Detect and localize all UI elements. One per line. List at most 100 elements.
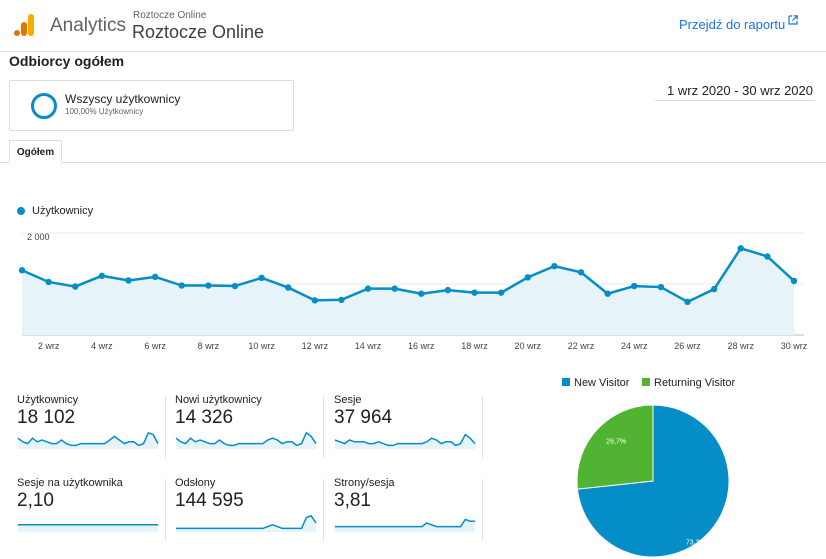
date-range-picker[interactable]: 1 wrz 2020 - 30 wrz 2020 [655,79,815,101]
chart-series-line [21,246,795,304]
chart-point[interactable] [311,297,319,304]
pie-slice-label: 26,7% [606,439,626,446]
chart-point[interactable] [551,262,558,270]
chart-point[interactable] [258,274,265,282]
chart-point[interactable] [444,286,452,294]
metric-separator [482,479,483,541]
chart-point[interactable] [72,283,79,290]
metric-sparkline [335,518,475,532]
go-to-report-link[interactable]: Przejdź do raportu [679,17,786,32]
chart-point[interactable] [684,298,691,306]
chart-point[interactable] [205,282,212,289]
chart-point[interactable] [710,285,718,293]
segment-percent: 100,00% Użytkownicy [65,107,144,116]
metric-separator [165,479,166,541]
chart-point[interactable] [524,274,531,281]
metric-separator [482,396,483,458]
x-tick-label: 24 wrz [621,341,648,351]
x-tick-label: 12 wrz [302,341,329,351]
x-tick-label: 20 wrz [515,341,542,351]
x-tick-label: 26 wrz [674,341,701,351]
segment-card[interactable]: Wszyscy użytkownicy 100,00% Użytkownicy [9,80,294,131]
chart-point[interactable] [391,285,398,292]
chart-point[interactable] [604,290,611,297]
metric-value: 144 595 [175,490,244,511]
metric-card[interactable]: Sesje na użytkownika 2,10 [17,477,167,557]
x-tick-label: 2 wrz [38,341,60,351]
x-tick-label: 4 wrz [91,341,113,351]
sparkline-line [334,433,476,447]
metric-name: Sesje na użytkownika [17,477,123,489]
chart-point[interactable] [631,282,638,290]
external-link-icon[interactable] [788,15,798,25]
metric-name: Odsłony [175,477,216,489]
x-tick-label: 14 wrz [355,341,382,351]
sparkline-fill [335,434,475,449]
page-title: Odbiorcy ogółem [9,53,125,69]
chart-point[interactable] [657,283,665,291]
metric-sparkline [176,514,317,532]
chart-point[interactable] [790,277,798,285]
pie-slice-label: 73,3% [686,539,706,546]
x-tick-label: 10 wrz [248,341,275,351]
segment-ring-icon [31,93,57,119]
chart-point[interactable] [764,253,771,260]
sparkline-line [176,514,317,530]
metric-card[interactable]: Nowi użytkownicy 14 326 [175,394,325,474]
visitor-type-pie-chart: 73,3% 26,7% [576,404,730,558]
segment-name: Wszyscy użytkownicy [65,92,181,106]
chart-point[interactable] [471,289,478,296]
x-tick-label: 8 wrz [198,341,220,351]
chart-legend-label[interactable]: Użytkownicy [32,205,94,217]
metric-name: Sesje [334,394,362,406]
chart-point[interactable] [231,282,239,290]
chart-point[interactable] [418,290,425,297]
property-name[interactable]: Roztocze Online [132,22,265,42]
chart-point[interactable] [737,245,744,252]
metric-value: 14 326 [175,407,234,428]
chart-point[interactable] [45,278,52,286]
tab-overview[interactable]: Ogółem [9,140,62,163]
metric-name: Nowi użytkownicy [175,394,262,406]
sparkline-line [17,431,159,447]
metric-value: 18 102 [17,407,76,428]
metric-name: Użytkownicy [17,394,79,406]
pie-legend-new-label: New Visitor [574,377,630,389]
pie-legend-returning[interactable]: Returning Visitor [642,377,735,389]
y-tick-label: 2 000 [27,232,50,242]
metric-value: 2,10 [17,490,54,511]
chart-point[interactable] [338,296,345,304]
chart-point[interactable] [285,284,292,291]
chart-point[interactable] [125,277,132,284]
pie-legend-new[interactable]: New Visitor [562,377,629,389]
metric-card[interactable]: Sesje 37 964 [334,394,484,474]
sparkline-fill [18,432,158,449]
top-bar: Analytics Roztocze Online Roztocze Onlin… [0,0,826,52]
pie-slice[interactable] [576,404,654,490]
metric-card[interactable]: Odsłony 144 595 [175,477,325,557]
sparkline-line [335,518,475,528]
metric-sparkline [334,433,476,449]
chart-point[interactable] [497,289,505,296]
pie-legend-returning-swatch [642,378,650,387]
sparkline-fill [335,519,475,532]
product-name: Analytics [50,15,127,36]
metric-card[interactable]: Użytkownicy 18 102 [17,394,167,474]
x-tick-label: 28 wrz [728,341,755,351]
chart-point[interactable] [364,285,372,292]
metric-sparkline [175,431,317,449]
chart-point[interactable] [151,273,159,281]
metric-value: 37 964 [334,407,393,428]
analytics-logo-icon[interactable] [12,13,36,37]
chart-point[interactable] [18,267,26,274]
chart-point[interactable] [178,282,185,289]
metric-sparkline [17,431,159,449]
x-tick-label: 30 wrz [781,341,808,351]
metric-sparkline [18,524,158,532]
metric-name: Strony/sesja [334,477,395,489]
chart-point[interactable] [98,272,106,280]
account-name[interactable]: Roztocze Online [133,10,207,21]
chart-point[interactable] [577,269,585,276]
metric-card[interactable]: Strony/sesja 3,81 [334,477,484,557]
